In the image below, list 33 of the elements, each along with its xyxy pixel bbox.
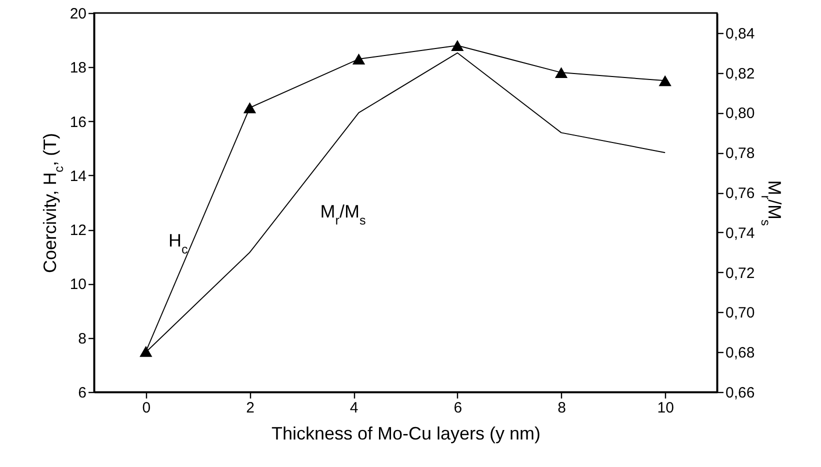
y-tick-label: 6 bbox=[78, 384, 86, 402]
series-label: H$_{c}$ bbox=[168, 230, 188, 257]
point bbox=[352, 54, 366, 64]
y-tick-label: 10 bbox=[70, 276, 86, 294]
y2-tick-label: 0,66 bbox=[726, 384, 755, 402]
x-tick-label: 4 bbox=[350, 400, 358, 416]
point bbox=[658, 75, 672, 86]
y-tick-label: 18 bbox=[70, 60, 86, 77]
x-tick-label: 6 bbox=[454, 400, 462, 416]
x-tick-label: 2 bbox=[246, 400, 254, 416]
y-tick-label: 14 bbox=[70, 168, 86, 185]
x-tick-label: 0 bbox=[142, 400, 151, 416]
y2-tick-label: 0,80 bbox=[726, 105, 755, 122]
x-tick-label: 8 bbox=[558, 400, 566, 416]
y2-tick-label: 0,78 bbox=[726, 145, 755, 162]
y2-tick-label: 0,84 bbox=[726, 25, 755, 42]
y-tick-label: 20 bbox=[70, 6, 86, 22]
x-axis-title: Thickness of Mo-Cu layers (y nm) bbox=[271, 424, 541, 444]
y2-tick-label: 0,82 bbox=[726, 65, 755, 82]
y-tick-label: 16 bbox=[70, 114, 86, 131]
y2-tick-label: 0,74 bbox=[726, 224, 755, 242]
y2-tick-label: 0,72 bbox=[726, 264, 755, 282]
point bbox=[554, 67, 568, 78]
point bbox=[243, 102, 256, 114]
point bbox=[140, 346, 152, 357]
series-label: M$_{r}$/M$_{s}$ bbox=[320, 202, 366, 228]
point bbox=[451, 40, 464, 51]
y2-tick-label: 0,70 bbox=[726, 304, 755, 322]
y-tick-label: 8 bbox=[78, 330, 86, 348]
y-tick-label: 12 bbox=[70, 222, 86, 240]
x-tick-label: 10 bbox=[657, 400, 674, 416]
y2-tick-label: 0,68 bbox=[726, 344, 755, 362]
y2-tick-label: 0,76 bbox=[726, 185, 755, 202]
